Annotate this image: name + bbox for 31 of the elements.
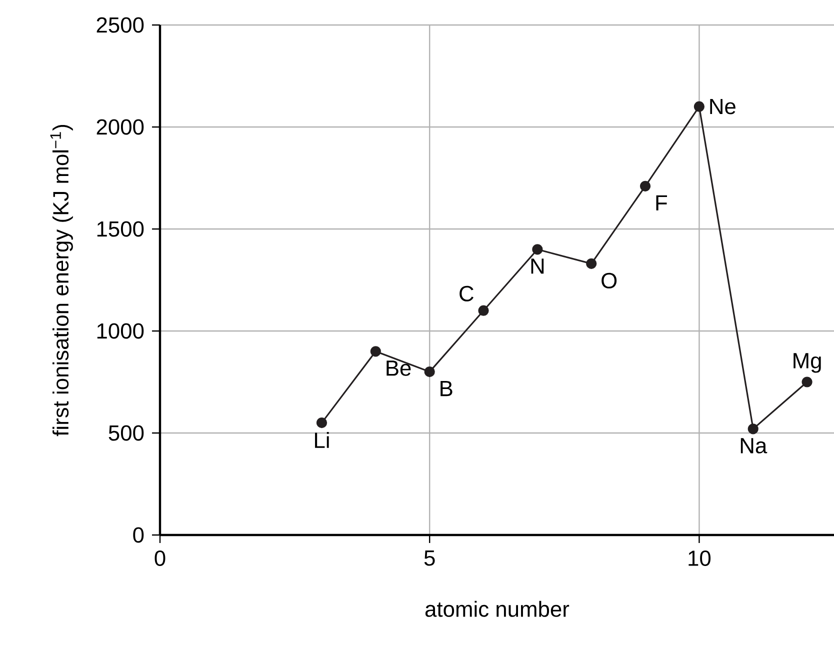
x-axis-title: atomic number <box>425 600 570 617</box>
y-tick-label: 1500 <box>97 221 144 237</box>
y-axis-title: first ionisation energy (KJ mol$^{−1}$) <box>50 124 73 436</box>
point <box>694 101 705 112</box>
x-tick-label: 10 <box>688 550 711 566</box>
point <box>748 424 758 434</box>
point <box>370 346 381 357</box>
point <box>316 418 328 428</box>
annotation: Be <box>386 360 411 376</box>
annotation: Ne <box>710 98 736 114</box>
x-tick-label: 5 <box>424 550 435 566</box>
annotation: C <box>460 286 474 302</box>
y-tick-label: 0 <box>133 527 144 543</box>
point <box>802 376 812 388</box>
point <box>532 244 543 255</box>
annotation: Na <box>740 438 768 454</box>
point <box>640 180 651 192</box>
annotation: Li <box>315 432 329 448</box>
annotation: O <box>602 272 617 288</box>
y-tick-label: 2500 <box>96 17 144 33</box>
y-tick-label: 1000 <box>97 323 144 339</box>
annotation: Mg <box>794 353 821 373</box>
y-tick-label: 500 <box>108 425 144 441</box>
annotation: N <box>531 258 544 274</box>
point <box>424 366 435 378</box>
point <box>478 305 489 316</box>
annotation: F <box>656 195 667 210</box>
y-tick-label: 2000 <box>96 119 144 135</box>
annotation: B <box>440 381 452 396</box>
x-tick-label: 0 <box>154 550 166 566</box>
point <box>586 258 597 269</box>
